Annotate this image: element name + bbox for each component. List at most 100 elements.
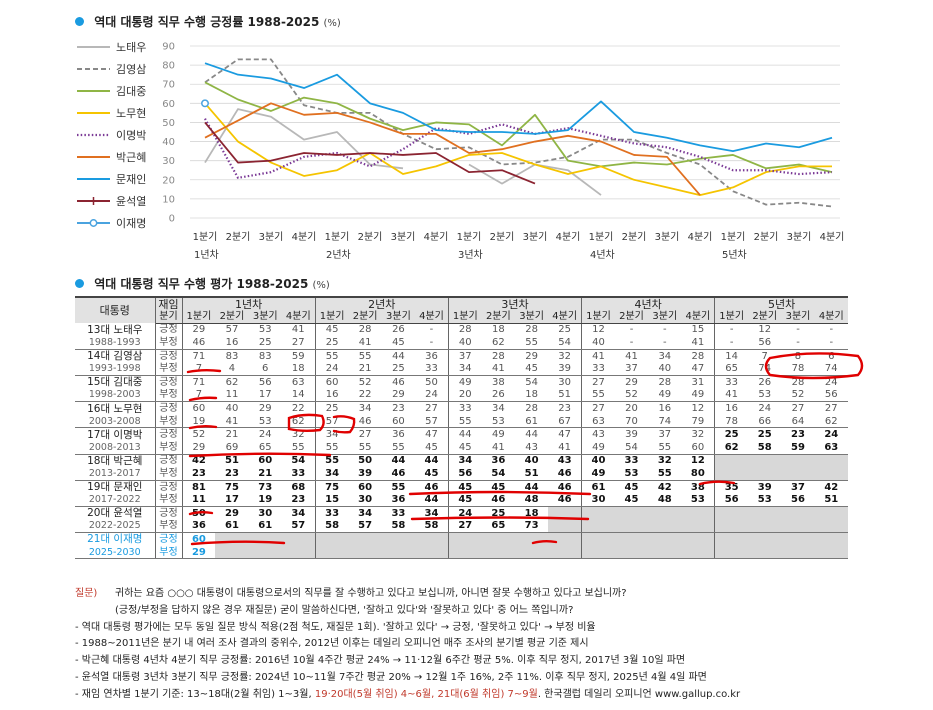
rating-cell: 62 [814,414,848,429]
rating-cell: 41 [592,350,605,362]
rating-cell: 83 [258,350,272,362]
rating-cell: 23 [281,493,316,508]
rating-cell: 45 [614,493,649,508]
table-row: 2013-2017 부정 23 23 21 33 34 39 46 45 56 54 51 46 49 53 5… [75,467,848,481]
header-quarter-label: 3분기 [381,310,416,324]
x-tick-label: 3분기 [787,231,812,243]
rating-cell: 81 [191,481,206,493]
table-row: 2022-2025 부정 36 61 61 57 58 57 58 58 27 65 73 [75,519,848,534]
rating-kind: 긍정 [155,506,183,520]
header-quarter-label: 3분기 [514,310,549,324]
y-tick-label: 90 [162,42,175,53]
rating-cell: - [629,324,634,336]
rating-cell: 45 [624,481,639,493]
x-tick-label: 2분기 [226,231,251,243]
header-year: 2년차 [315,295,449,311]
rating-cell: 25 [315,336,349,350]
rating-cell: 54 [525,376,538,388]
rating-cell: 29 [381,388,416,403]
rating-cell: 16 [215,336,249,350]
header-term: 재임 [155,295,183,311]
rating-cell: 48 [514,493,549,508]
table-row: 1998-2003 부정 7 11 17 14 16 22 29 24 20 26 18 51 55 52 49… [75,388,848,403]
rating-cell: 55 [581,388,615,403]
rating-cell: 52 [192,429,206,441]
rating-cell: 66 [748,414,782,429]
rating-cell [281,532,316,546]
rating-cell: 32 [681,427,716,442]
rating-cell [781,506,815,520]
rating-cell: 18 [281,362,316,377]
header-year: 4년차 [581,295,716,311]
y-tick-label: 10 [162,194,175,205]
rating-cell: 60 [258,455,273,467]
rating-cell: 41 [681,336,716,350]
rating-cell: 19 [182,414,216,429]
rating-cell: 30 [258,507,273,519]
rating-cell: 49 [681,388,716,403]
x-axis-ticks: 1분기 2분기 3분기 4분기 1분기 2분기 3분기 4분기 1분기 2분기 3분기 4분기 1분기 2… [193,231,845,261]
table-row: 2017-2022 부정 11 17 19 23 15 30 36 44 45 46 48 46 30 45 4… [75,493,848,508]
rating-cell: 29 [258,403,272,415]
rating-cell [781,532,815,546]
rating-cell [814,506,848,520]
rating-cell: 18 [524,507,539,519]
x-tick-label: 4분기 [292,231,317,243]
rating-cell: 53 [748,493,782,508]
rating-cell: 41 [348,336,382,350]
table-row: 21대 이재명 긍정 60 [75,532,848,546]
note-4: - 윤석열 대통령 3년차 3분기 직무 긍정률: 2024년 10~11월 7… [75,671,707,683]
rating-kind: 부정 [155,336,183,350]
rating-cell: 33 [624,455,639,467]
header-year: 3년차 [448,295,583,311]
chart-title: 역대 대통령 직무 수행 긍정률 1988-2025 (%) [75,13,341,30]
president-name: 18대 박근혜 [75,454,156,468]
question-label: 질문) [75,588,98,599]
president-name: 13대 노태우 [75,323,156,337]
rating-cell: 67 [548,414,583,429]
rating-cell [614,506,649,520]
rating-cell [748,532,782,546]
note-1: - 역대 대통령 평가에는 모두 동일 질문 방식 적용(2점 척도, 재질문 … [75,621,596,633]
series-line-김영삼 [204,58,833,208]
table-row: 1988-1993 부정 46 16 25 27 25 41 45-40 62 55 54 40- -41… [75,336,848,350]
header-quarter-label: 4분기 [814,310,848,324]
rating-kind: 부정 [155,545,183,560]
header-quarter: 분기 [155,310,183,324]
rating-cell [248,532,282,546]
rating-cell: 45 [381,336,416,350]
rating-cell: 33 [325,507,340,519]
rating-cell: 45 [325,324,339,336]
x-year-label: 3년차 [458,249,483,261]
rating-cell [315,545,349,560]
rating-cell [814,545,848,560]
rating-cell [581,532,615,546]
rating-cell: 31 [681,375,716,389]
rating-cell [481,532,515,546]
header-quarter-label: 2분기 [748,310,782,324]
president-term: 1993-1998 [75,362,156,377]
notes: 질문) 귀하는 요즘 ○○○ 대통령이 대통령으로서의 직무를 잘 수행하고 있다… [75,586,740,704]
x-year-label: 2년차 [326,249,351,261]
table-row: 18대 박근혜 긍정 42 51 60 54 55 50 44 44 34 36 40 43 40 33 32 1… [75,454,848,468]
rating-cell: 55 [325,455,340,467]
rating-cell: 46 [381,467,416,481]
rating-cell: 54 [281,454,316,468]
rating-cell: 28 [525,403,538,415]
rating-cell [781,545,815,560]
data-point-이재명 [201,99,209,108]
rating-cell: 27 [592,403,605,415]
table-title-unit: (%) [312,280,330,291]
rating-cell: 58 [315,519,349,534]
rating-cell [781,519,815,534]
rating-cell: 34 [458,455,473,467]
rating-cell [581,506,615,520]
header-year: 5년차 [714,295,848,311]
rating-cell: 50 [358,455,373,467]
rating-cell [215,532,249,546]
rating-cell: 36 [415,349,449,363]
rating-cell: 60 [325,376,339,388]
president-name: 21대 이재명 [75,532,156,546]
rating-cell [714,532,749,546]
legend-label: 이재명 [116,217,146,230]
